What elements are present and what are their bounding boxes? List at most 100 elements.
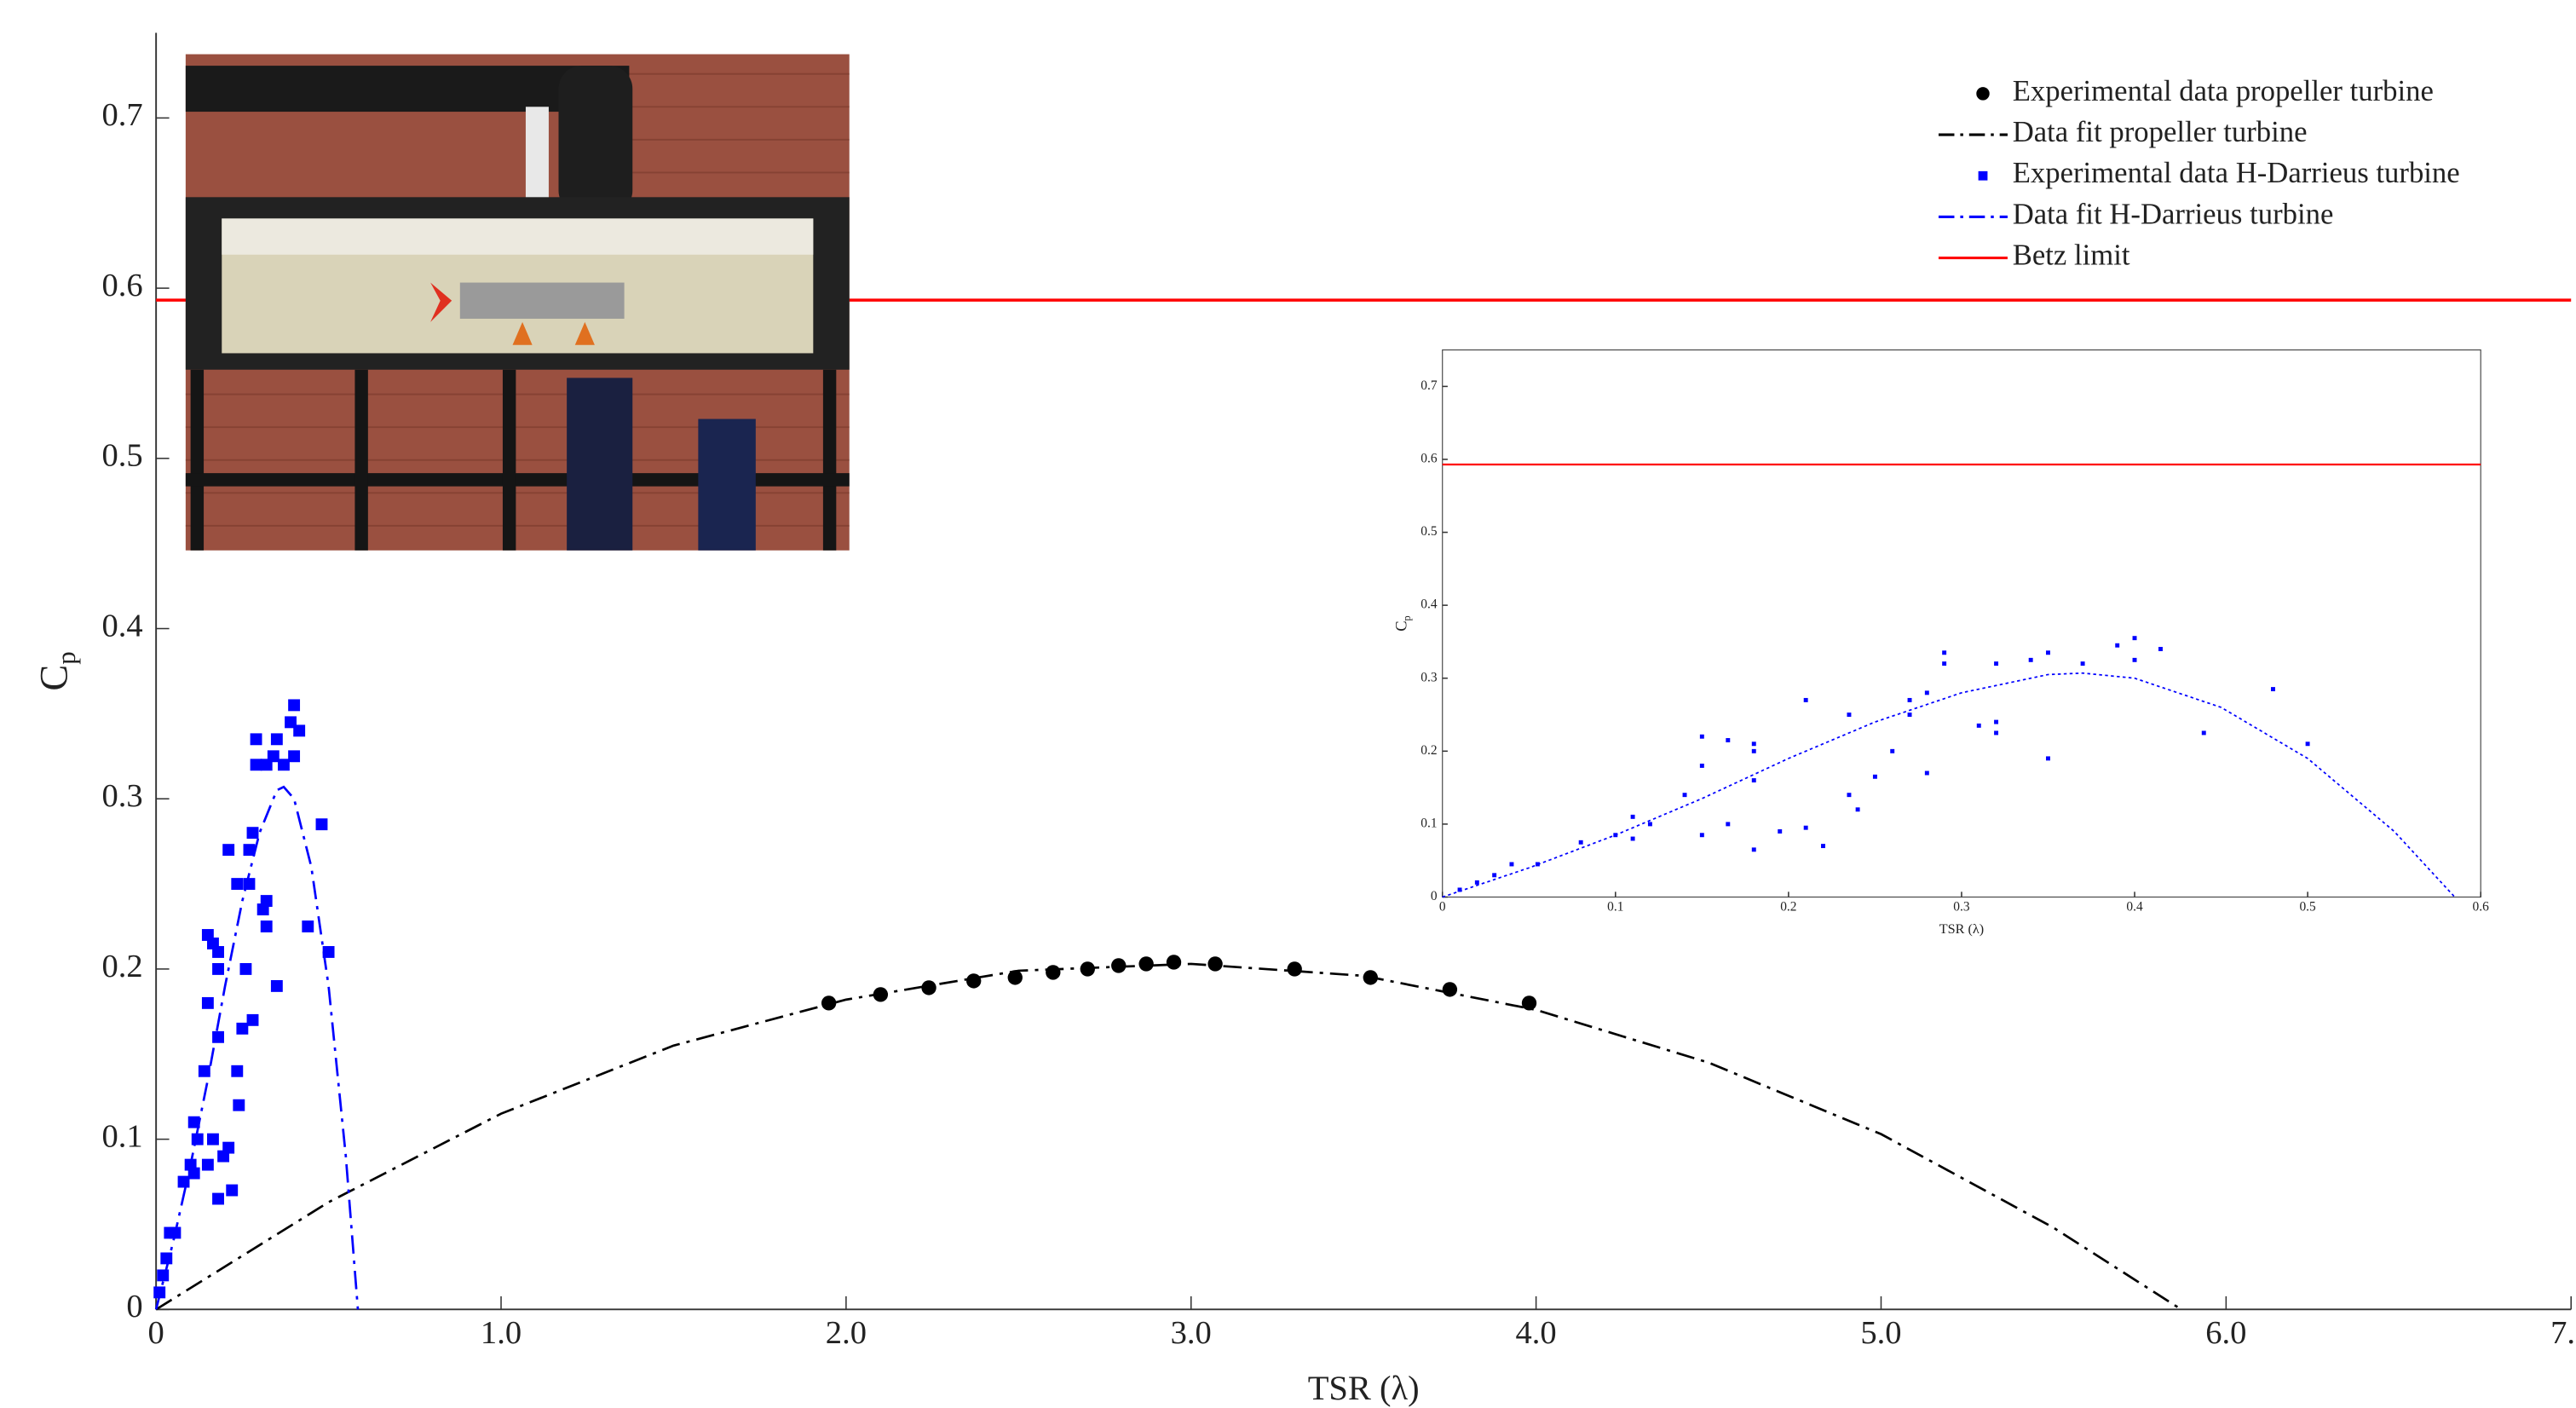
data-point [2046,756,2050,761]
data-point [921,980,936,995]
data-point [1942,650,1947,655]
data-point [207,1133,219,1145]
fit-line [155,962,2182,1311]
data-point [160,1252,173,1265]
data-point [222,1141,235,1154]
data-point [1046,965,1061,980]
y-tick-label: 0.4 [102,608,143,643]
data-point [1778,829,1783,834]
x-tick-label: 0.1 [1607,899,1623,914]
support [512,321,533,345]
y-axis-label-sub: p [1401,615,1413,620]
data-point [1521,995,1537,1011]
data-point [293,724,306,737]
data-point [1442,982,1458,997]
y-tick-label: 0 [126,1289,142,1324]
data-point [1474,880,1479,885]
data-point [1803,825,1808,830]
propeller [430,282,452,322]
white-pipe [525,107,549,205]
data-point [1994,719,1999,724]
chart: 0 1.0 2.0 3.0 4.0 5.0 6.0 7.0 0 0.1 0.2 0.3 0.4 0.5 0.… [32,32,2576,1407]
data-point [191,1133,204,1145]
data-point [1007,970,1023,985]
data-point [1138,956,1154,972]
photo-inset [185,54,850,551]
data-point [1699,833,1704,838]
data-point [1492,873,1497,878]
y-axis-label-main: C [1394,620,1411,631]
data-point [2132,636,2137,641]
x-tick-label: 0.3 [1953,899,1970,914]
x-tick-label: 4.0 [1516,1315,1557,1351]
data-point [1994,730,1999,736]
data-point [1457,887,1462,892]
x-tick-label: 3.0 [1171,1315,1212,1351]
legend: Experimental data propeller turbine Data … [1938,74,2460,272]
data-point [2201,730,2206,736]
x-tick-label: 5.0 [1860,1315,1901,1351]
x-tick-label: 1.0 [481,1315,522,1351]
data-point [322,946,335,958]
data-point [157,1269,170,1282]
data-point [270,733,283,746]
data-point [1907,697,1912,702]
data-point [187,1116,200,1128]
data-point [1907,713,1912,717]
data-point [231,878,244,891]
y-axis-label: Cp [1394,615,1413,632]
data-point [1821,844,1825,849]
y-tick-label: 0.6 [102,268,143,303]
y-tick-label: 0.1 [1421,816,1437,830]
data-point [1166,955,1182,970]
data-point [2132,657,2137,662]
x-tick-label: 0.2 [1780,899,1796,914]
data-point [2046,650,2050,655]
data-point [2115,643,2120,648]
data-point [1699,763,1704,768]
data-point [1726,822,1731,827]
legend-label: Data fit propeller turbine [2013,115,2308,148]
y-tick-label: 0.4 [1421,597,1438,612]
data-point [239,962,252,975]
data-point [1976,723,1981,728]
x-tick-label: 0 [148,1315,164,1351]
data-point [821,995,837,1011]
data-point [1630,836,1635,841]
chart: 0 0.1 0.2 0.3 0.4 0.5 0.6 0 0.1 0.2 0.3 0.4 0.5 0.6 0.… [1394,349,2489,937]
data-point [1994,661,1999,666]
data-point [1751,847,1756,852]
data-point [1890,748,1895,753]
y-axis-label: Cp [32,651,81,690]
data-point [231,1065,244,1077]
fit-line [154,785,360,1310]
data-point [201,1158,214,1171]
data-point [250,733,262,746]
y-axis-label-sub: p [52,651,81,664]
data-point [1872,774,1877,779]
tank-air [222,218,814,255]
data-point [260,895,273,907]
data-point [267,750,279,763]
data-point [288,750,301,763]
y-tick-label: 0.2 [1421,743,1437,758]
valve [698,418,756,551]
y-tick-label: 0.5 [1421,524,1438,539]
data-point [2158,647,2163,651]
data-point [1751,778,1756,783]
data-point [222,844,235,857]
pump [567,378,633,551]
y-tick-label: 0.7 [102,97,143,133]
pipe [185,66,630,113]
turbine-shaft [459,282,625,319]
data-point [1751,748,1756,753]
y-tick-label: 0.3 [102,778,143,814]
data-point [1924,690,1929,695]
data-point [201,996,214,1009]
pipe-elbow [558,66,633,214]
data-point [1803,697,1808,702]
data-point [315,818,328,831]
data-point [212,1192,224,1205]
